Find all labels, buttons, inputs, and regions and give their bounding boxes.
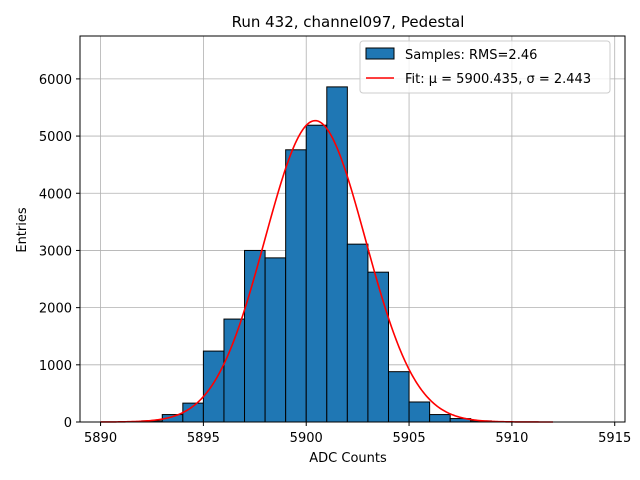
- histogram-bar: [429, 414, 451, 423]
- y-axis-label: Entries: [15, 207, 30, 253]
- x-tick-label: 5890: [84, 431, 117, 446]
- y-tick-label: 3000: [39, 244, 72, 259]
- legend-swatch-samples: [365, 47, 395, 60]
- histogram-bar: [202, 350, 225, 423]
- y-tick-label: 1000: [39, 359, 72, 374]
- x-axis-label: ADC Counts: [309, 451, 387, 466]
- histogram-bar: [387, 371, 410, 423]
- histogram-bar: [326, 86, 348, 423]
- x-tick-label: 5915: [598, 431, 631, 446]
- y-tick-label: 6000: [39, 73, 72, 88]
- histogram-bars: [141, 86, 492, 423]
- histogram-bar: [264, 257, 287, 423]
- fit-curve: [100, 119, 554, 423]
- x-tick-label: 5905: [393, 431, 426, 446]
- y-axis-ticks: 0 1000 2000 3000 4000 5000 6000: [39, 73, 80, 431]
- histogram-bar: [305, 124, 328, 423]
- histogram-bar: [285, 149, 307, 423]
- y-tick-label: 2000: [39, 302, 72, 317]
- fit-curve-group: [100, 119, 554, 423]
- histogram-bar: [223, 318, 246, 423]
- y-tick-label: 0: [64, 416, 72, 431]
- y-tick-label: 5000: [39, 130, 72, 145]
- plot-frame: [79, 35, 626, 423]
- legend-box: [359, 40, 611, 94]
- chart-title: Run 432, channel097, Pedestal: [232, 13, 465, 31]
- y-tick-label: 4000: [39, 187, 72, 202]
- legend-label-samples: Samples: RMS=2.46: [405, 48, 537, 63]
- x-tick-label: 5910: [495, 431, 528, 446]
- histogram-bar: [408, 401, 431, 423]
- legend-label-fit: Fit: μ = 5900.435, σ = 2.443: [405, 72, 591, 87]
- histogram-bar: [367, 271, 389, 423]
- histogram-bar: [346, 243, 369, 423]
- legend: Samples: RMS=2.46 Fit: μ = 5900.435, σ =…: [359, 40, 611, 94]
- x-tick-label: 5895: [187, 431, 220, 446]
- x-tick-label: 5900: [290, 431, 323, 446]
- x-axis-ticks: 5890 5895 5900 5905 5910 5915: [84, 422, 631, 446]
